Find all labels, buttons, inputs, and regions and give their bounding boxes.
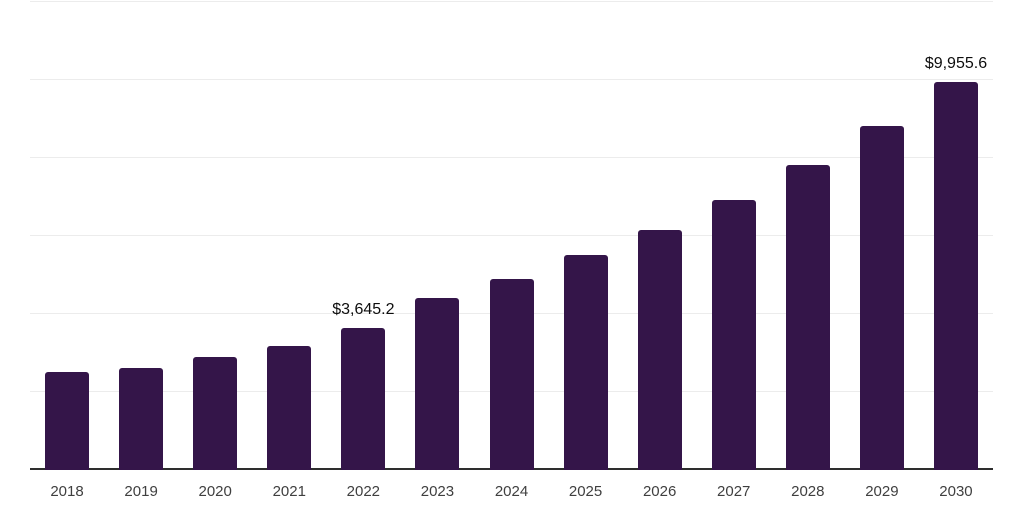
bar-2021 <box>267 346 312 470</box>
bar-2030 <box>933 81 978 470</box>
bar-2024 <box>489 278 534 470</box>
gridline-8000 <box>30 157 993 158</box>
x-tick-label-2028: 2028 <box>791 483 825 500</box>
x-tick-label-2025: 2025 <box>568 483 603 500</box>
bar-2023 <box>415 298 460 470</box>
x-tick-label-2019: 2019 <box>124 483 158 500</box>
gridline-6000 <box>30 235 993 236</box>
bar-2028 <box>785 165 830 470</box>
x-tick-label-2020: 2020 <box>198 483 232 500</box>
x-axis: 2018 2019 2020 2021 2022 2023 2024 2025 2026 2027… <box>30 470 993 512</box>
x-tick-label-2022: 2022 <box>346 483 381 500</box>
bar-2019 <box>119 367 164 470</box>
x-tick-label-2026: 2026 <box>642 483 677 500</box>
bar-value-label-2030: $9,955.6 <box>924 55 988 73</box>
bar-2029 <box>859 126 904 470</box>
bar-2022 <box>341 327 386 470</box>
x-tick-label-2030: 2030 <box>939 483 973 500</box>
bar-2025 <box>563 255 608 470</box>
bar-2026 <box>637 229 682 470</box>
x-tick-label-2023: 2023 <box>420 483 455 500</box>
plot-area: $3,645.2 $9,955.6 <box>30 1 993 470</box>
bar-value-label-2022: $3,645.2 <box>332 301 395 319</box>
x-tick-label-2021: 2021 <box>272 483 306 500</box>
x-tick-label-2027: 2027 <box>717 483 751 500</box>
x-tick-label-2018: 2018 <box>50 483 84 500</box>
bar-2018 <box>45 372 90 470</box>
x-tick-label-2029: 2029 <box>865 483 899 500</box>
bar-2020 <box>193 357 238 470</box>
bar-2027 <box>711 200 756 470</box>
gridline-12000 <box>30 1 993 2</box>
gridline-10000 <box>30 79 993 80</box>
x-tick-label-2024: 2024 <box>494 483 529 500</box>
